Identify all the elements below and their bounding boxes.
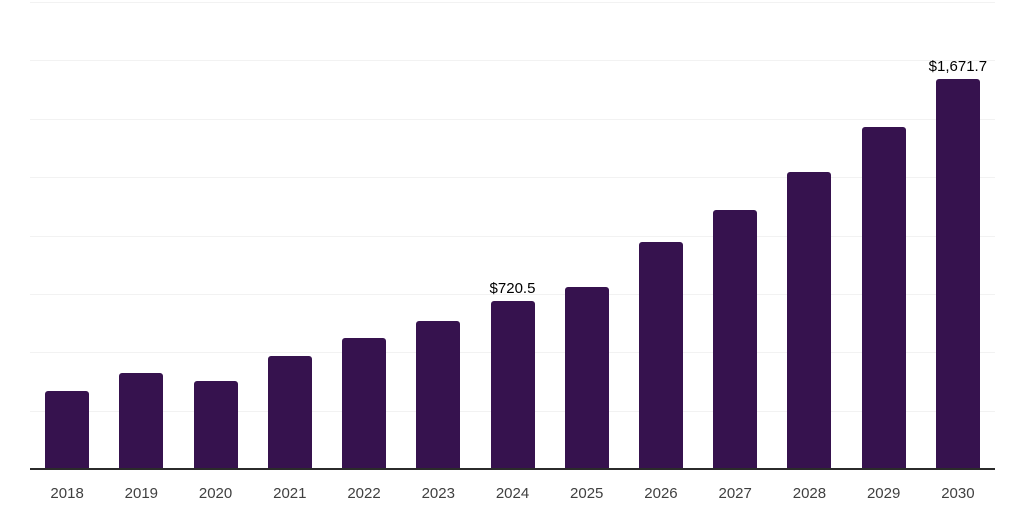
x-axis-label-2030: 2030 (941, 485, 975, 502)
bar-value-label-2024: $720.5 (489, 279, 536, 297)
x-axis-label-2019: 2019 (124, 485, 159, 502)
gridline-1250 (30, 177, 995, 179)
gridline-1500 (30, 118, 995, 120)
x-axis-label-2025: 2025 (570, 485, 604, 502)
gridline-750 (30, 293, 995, 295)
x-axis-label-2026: 2026 (644, 485, 678, 502)
bar-value-label-2030: $1,671.7 (928, 57, 988, 75)
bar-2019 (119, 373, 164, 469)
bar-2023 (416, 320, 461, 469)
gridline-1000 (30, 235, 995, 237)
x-axis-label-2029: 2029 (866, 485, 901, 502)
plot-area (30, 2, 995, 469)
x-axis-label-2023: 2023 (421, 485, 455, 502)
bar-2028 (787, 172, 832, 469)
bar-2021 (267, 355, 312, 469)
bar-2025 (564, 286, 609, 469)
x-axis-label-2018: 2018 (50, 485, 84, 502)
x-axis-label-2022: 2022 (347, 485, 381, 502)
x-axis-label-2024: 2024 (495, 485, 530, 502)
bar-2026 (638, 241, 683, 469)
x-axis-label-2028: 2028 (792, 485, 827, 502)
x-axis-label-2020: 2020 (198, 485, 233, 502)
x-axis-line (30, 468, 995, 470)
bar-2022 (342, 337, 387, 469)
bar-2024 (490, 300, 535, 469)
bar-2030 (935, 78, 980, 469)
x-axis-label-2021: 2021 (273, 485, 307, 502)
bar-2018 (45, 391, 90, 469)
gridline-2000 (30, 2, 995, 3)
bar-2029 (861, 127, 906, 469)
bar-2020 (193, 381, 238, 469)
bar-2027 (713, 210, 758, 469)
gridline-1750 (30, 60, 995, 62)
x-axis-label-2027: 2027 (718, 485, 752, 502)
